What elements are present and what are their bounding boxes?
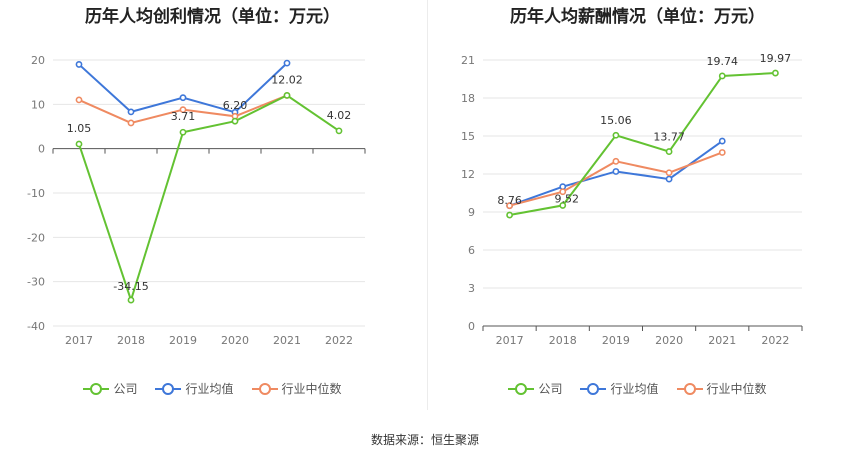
data-point-industry_median[interactable]: [127, 119, 135, 127]
y-tick-label: -20: [27, 231, 45, 244]
legend-item-company[interactable]: 公司: [508, 380, 562, 397]
data-point-industry_median[interactable]: [612, 157, 620, 165]
data-point-industry_median[interactable]: [559, 188, 567, 196]
legend-swatch-industry-avg: [580, 382, 607, 395]
series-line-company: [78, 94, 340, 304]
data-point-industry_median[interactable]: [718, 149, 726, 156]
legend-swatch-industry-median: [251, 382, 278, 395]
data-point-industry_avg[interactable]: [665, 175, 673, 183]
data-label: 3.71: [171, 110, 196, 123]
data-label: 13.77: [653, 131, 685, 144]
legend-label: 行业中位数: [281, 382, 342, 396]
data-point-company[interactable]: [559, 202, 567, 209]
legend-label: 行业中位数: [706, 382, 767, 396]
data-label: 6.20: [223, 99, 248, 112]
data-point-company[interactable]: [179, 128, 187, 136]
data-point-industry_avg[interactable]: [283, 59, 291, 67]
data-label: 15.06: [600, 114, 632, 127]
legend-label: 公司: [113, 382, 138, 396]
data-point-industry_avg[interactable]: [718, 137, 726, 145]
data-point-company[interactable]: [75, 140, 83, 148]
data-point-industry_avg[interactable]: [127, 108, 135, 116]
data-point-industry_avg[interactable]: [612, 168, 620, 175]
chart-legend: 公司 行业均值 行业中位数: [0, 380, 425, 397]
salary-chart-plot: 21 18 15 12 9 6 3 0 2017 2018 2019 2020 2021 2022 8.76…: [461, 52, 803, 347]
data-point-industry_median[interactable]: [665, 169, 673, 177]
x-tick-label: 2020: [655, 334, 683, 347]
data-point-industry_median[interactable]: [506, 202, 513, 210]
legend-label: 公司: [538, 382, 563, 396]
data-label: 19.74: [707, 55, 739, 68]
x-tick-label: 2020: [221, 334, 249, 347]
chart-title: 历年人均创利情况（单位：万元）: [85, 7, 340, 27]
y-tick-label: 20: [31, 54, 45, 67]
y-tick-label: -40: [27, 320, 45, 333]
y-tick-label: -10: [27, 187, 45, 200]
legend-item-industry-median[interactable]: 行业中位数: [251, 380, 342, 397]
legend-label: 行业均值: [185, 382, 234, 396]
data-label: 4.02: [327, 109, 352, 122]
data-source-note: 数据来源：恒生聚源: [370, 433, 479, 447]
chart-title: 历年人均薪酬情况（单位：万元）: [510, 7, 765, 27]
salary-per-capita-chart: 历年人均薪酬情况（单位：万元） 21 18 15 12 9 6 3 0 2017 2018 2019…: [425, 0, 850, 420]
y-tick-label: 18: [461, 92, 475, 105]
legend-item-industry-avg[interactable]: 行业均值: [580, 380, 659, 397]
legend-swatch-industry-avg: [155, 382, 182, 395]
x-tick-label: 2021: [708, 334, 736, 347]
data-label: 9.52: [555, 192, 580, 205]
data-point-industry_avg[interactable]: [179, 94, 187, 102]
legend-swatch-company: [83, 382, 110, 395]
x-tick-label: 2017: [496, 334, 524, 347]
x-tick-label: 2022: [761, 334, 789, 347]
x-tick-label: 2019: [602, 334, 630, 347]
data-point-company[interactable]: [231, 117, 239, 125]
data-point-company[interactable]: [283, 91, 291, 99]
x-tick-label: 2019: [169, 334, 197, 347]
y-tick-label: 3: [468, 282, 475, 295]
y-tick-label: -30: [27, 276, 45, 289]
data-label: 12.02: [271, 73, 303, 86]
x-tick-label: 2018: [549, 334, 577, 347]
y-tick-label: 21: [461, 54, 475, 67]
x-tick-label: 2018: [117, 334, 145, 347]
y-tick-label: 15: [461, 130, 475, 143]
legend-swatch-industry-median: [676, 382, 703, 395]
legend-item-industry-avg[interactable]: 行业均值: [155, 380, 234, 397]
x-tick-label: 2021: [273, 334, 301, 347]
data-point-company[interactable]: [612, 131, 620, 139]
data-point-company[interactable]: [506, 211, 513, 219]
data-point-industry_median[interactable]: [75, 96, 83, 104]
series-line-industry_avg: [78, 62, 288, 114]
data-point-company[interactable]: [718, 72, 726, 80]
chart-legend: 公司 行业均值 行业中位数: [425, 380, 850, 397]
data-label: 1.05: [67, 122, 92, 135]
data-label: 19.97: [760, 52, 792, 65]
series-line-company: [509, 72, 776, 217]
x-tick-label: 2022: [325, 334, 353, 347]
data-point-company[interactable]: [665, 148, 673, 155]
data-label: -34.15: [113, 280, 148, 293]
y-tick-label: 12: [461, 168, 475, 181]
profit-chart-plot: 20 10 0 -10 -20 -30 -40 2017 2018 2019 2020 2021 202…: [27, 54, 366, 347]
legend-item-company[interactable]: 公司: [83, 380, 137, 397]
data-label: 8.76: [497, 194, 521, 207]
data-point-company[interactable]: [335, 127, 343, 135]
y-tick-label: 0: [468, 320, 475, 333]
legend-label: 行业均值: [610, 382, 659, 396]
legend-item-industry-median[interactable]: 行业中位数: [676, 380, 767, 397]
data-point-industry_median[interactable]: [179, 106, 187, 114]
y-tick-label: 10: [31, 98, 45, 111]
data-point-company[interactable]: [127, 296, 135, 304]
y-tick-label: 9: [468, 206, 475, 219]
legend-swatch-company: [508, 382, 535, 395]
y-tick-label: 0: [38, 143, 45, 156]
chart-divider: [427, 0, 428, 410]
profit-per-capita-chart: 历年人均创利情况（单位：万元） 20 10 0 -10 -20 -30 -40 2017 201…: [0, 0, 425, 420]
y-tick-label: 6: [468, 244, 475, 257]
x-tick-label: 2017: [65, 334, 93, 347]
data-point-industry_avg[interactable]: [75, 61, 83, 68]
data-point-company[interactable]: [772, 69, 779, 77]
